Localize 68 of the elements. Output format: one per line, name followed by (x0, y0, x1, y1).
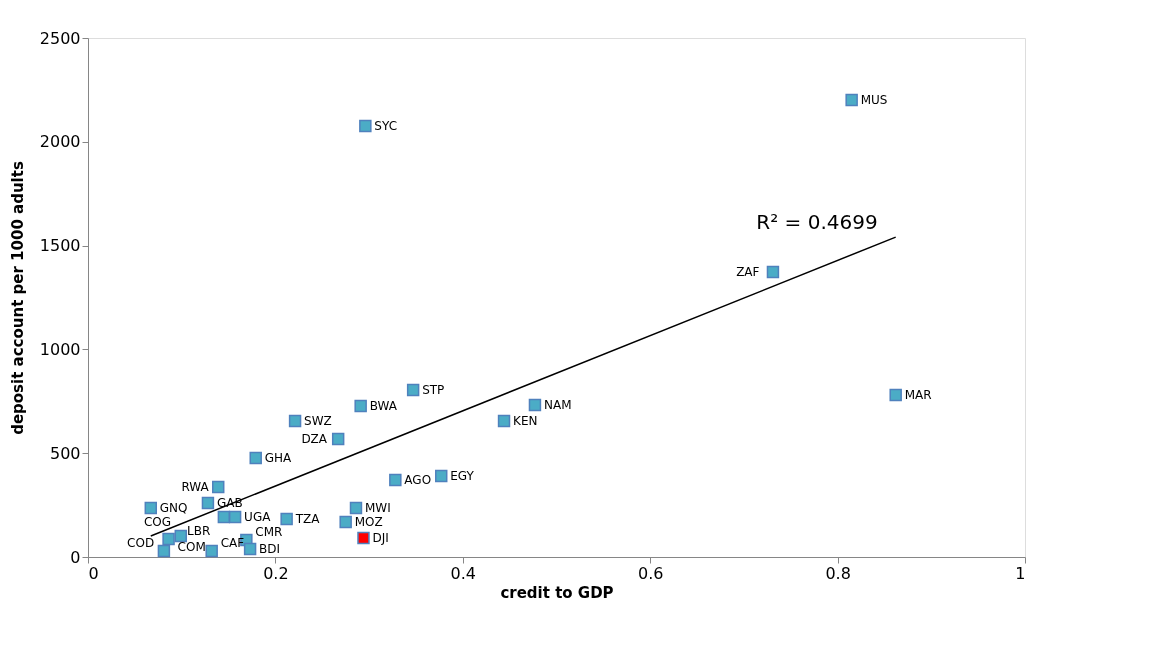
data-label: MUS (860, 93, 888, 108)
point (349, 501, 363, 515)
point (228, 510, 242, 524)
point (249, 451, 262, 465)
point (157, 544, 171, 558)
point (406, 383, 420, 397)
data-label: LBR (187, 523, 211, 538)
point (205, 544, 218, 558)
data-label: TZA (294, 512, 321, 527)
point (174, 529, 187, 543)
data-label: MAR (904, 388, 932, 403)
data-label: COD (127, 535, 155, 550)
x-tick-label: 0 (88, 563, 99, 583)
data-label: GNQ (159, 501, 188, 516)
x-tick-label: 0.6 (637, 563, 664, 583)
data-label: STP (422, 383, 445, 398)
point (201, 496, 215, 510)
point (354, 399, 367, 413)
data-label: CAF (220, 535, 245, 550)
point (889, 388, 902, 402)
point (212, 480, 225, 494)
point (144, 501, 158, 515)
data-label: BDI (259, 541, 281, 556)
point (389, 473, 402, 487)
data-label: MWI (364, 501, 391, 516)
data-label: BWA (369, 399, 398, 414)
point (766, 265, 780, 279)
point (528, 398, 542, 412)
point (331, 432, 345, 446)
point (243, 542, 257, 556)
x-tick-label: 0.4 (450, 563, 477, 583)
x-tick-label: 0.8 (825, 563, 851, 583)
y-tick-label: 0 (70, 547, 81, 567)
y-tick-label: 500 (49, 443, 81, 463)
data-label: EGY (450, 469, 475, 484)
data-label: GHA (264, 450, 293, 465)
point (280, 512, 293, 526)
x-axis-title: credit to GDP (500, 583, 614, 602)
point (845, 93, 858, 107)
y-tick-label: 2500 (39, 28, 81, 48)
data-label: CMR (255, 524, 283, 539)
data-label: KEN (513, 414, 538, 429)
point (357, 531, 370, 545)
data-label: COM (177, 539, 206, 554)
data-label: DJI (372, 530, 389, 545)
data-label: DZA (301, 432, 328, 447)
data-label: AGO (404, 472, 432, 487)
point (162, 532, 175, 546)
x-tick-label: 1 (1015, 563, 1026, 583)
y-tick-label: 1500 (39, 236, 81, 256)
point (435, 469, 448, 483)
data-label: MOZ (354, 514, 383, 529)
data-label: NAM (543, 398, 572, 413)
point (339, 515, 352, 529)
data-label: SYC (374, 119, 398, 134)
data-label: COG (143, 515, 172, 530)
y-tick-label: 2000 (39, 132, 81, 152)
data-label: ZAF (736, 264, 760, 279)
point (288, 414, 302, 428)
data-label: RWA (181, 480, 210, 495)
x-tick-label: 0.2 (263, 563, 289, 583)
point (497, 414, 511, 428)
annotation: R² = 0.4699 (756, 210, 878, 235)
y-tick-label: 1000 (39, 339, 81, 359)
point (359, 119, 372, 133)
data-label: UGA (244, 509, 272, 524)
data-label: SWZ (304, 414, 332, 429)
y-axis-title: deposit account per 1000 adults (8, 161, 27, 435)
